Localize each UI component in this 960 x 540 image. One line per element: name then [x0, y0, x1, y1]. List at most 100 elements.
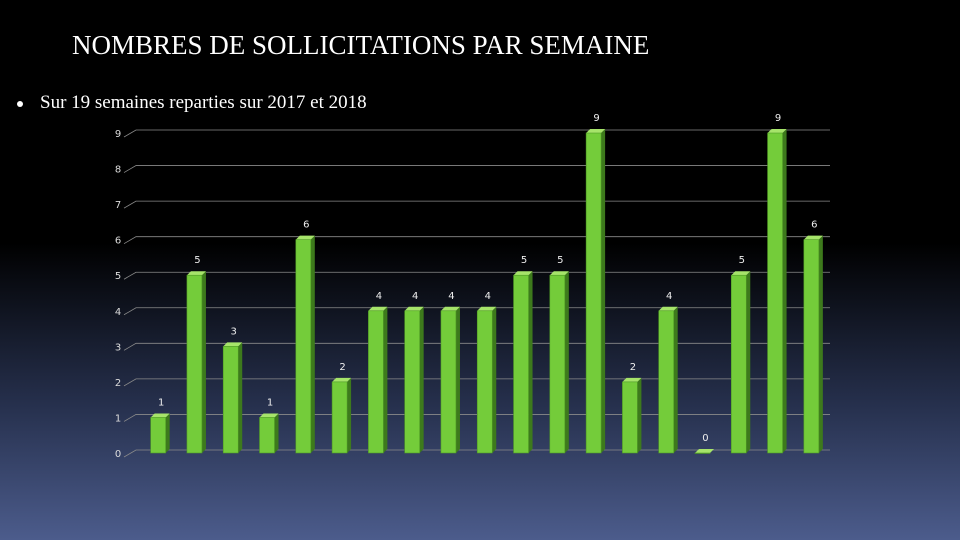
data-label: 3	[231, 326, 237, 337]
bar-top	[513, 271, 533, 276]
bar-side	[165, 413, 170, 453]
bar-front	[767, 132, 783, 454]
data-label: 6	[303, 220, 309, 231]
bar-side	[782, 129, 787, 453]
data-label: 6	[811, 220, 817, 231]
bar-side	[601, 129, 606, 453]
bar-top	[767, 129, 787, 133]
bar-top	[694, 449, 714, 453]
bar	[295, 235, 315, 454]
y-tick-label: 4	[115, 307, 121, 318]
data-label: 1	[158, 397, 164, 408]
bar-side	[746, 271, 751, 453]
data-label: 2	[339, 362, 345, 373]
bar-front	[694, 452, 711, 454]
bar-top	[549, 271, 569, 276]
bar-top	[622, 377, 642, 382]
data-label: 9	[775, 113, 781, 124]
y-tick-label: 5	[115, 271, 121, 282]
bar-top	[658, 306, 678, 311]
data-label: 9	[593, 113, 599, 124]
grid-line	[123, 165, 830, 173]
data-label: 5	[739, 255, 745, 266]
y-tick-label: 2	[115, 378, 121, 389]
y-tick-label: 6	[115, 236, 121, 247]
bar-side	[274, 413, 279, 453]
bar	[730, 271, 751, 454]
bar-front	[440, 310, 457, 454]
y-tick-label: 1	[115, 413, 121, 424]
bar-top	[477, 306, 497, 311]
y-tick-label: 7	[115, 200, 121, 211]
slide-title: NOMBRES DE SOLLICITATIONS PAR SEMAINE	[72, 30, 649, 60]
bar-side	[201, 271, 206, 453]
bar	[368, 306, 388, 454]
bar	[622, 377, 642, 454]
bar	[404, 306, 424, 454]
y-tick-label: 9	[115, 129, 121, 140]
bar-side	[492, 306, 497, 453]
data-label: 4	[376, 291, 382, 302]
grid-line	[123, 271, 830, 280]
bar-front	[186, 274, 203, 454]
data-label: 1	[267, 397, 273, 408]
bar-top	[332, 377, 352, 382]
data-label: 5	[194, 255, 200, 266]
bar-top	[186, 271, 206, 276]
bar-front	[368, 310, 384, 454]
bar-front	[331, 381, 348, 454]
grid-line	[123, 236, 830, 245]
bar	[259, 413, 279, 454]
bar	[694, 449, 714, 454]
bar-front	[585, 132, 602, 454]
bar-side	[419, 306, 424, 453]
data-label: 5	[557, 255, 563, 266]
bar-front	[295, 239, 312, 454]
data-label: 5	[521, 255, 527, 266]
y-tick-label: 3	[115, 342, 121, 353]
bar	[549, 271, 569, 454]
bullet-text: Sur 19 semaines reparties sur 2017 et 20…	[40, 92, 367, 113]
bar-side	[238, 342, 243, 453]
bar-side	[310, 235, 315, 453]
data-label: 0	[702, 433, 708, 444]
y-tick-label: 8	[115, 165, 121, 176]
bar	[331, 377, 352, 454]
bar-front	[513, 274, 529, 454]
bar-top	[150, 413, 170, 418]
bar-side	[564, 271, 569, 453]
data-label: 4	[412, 291, 418, 302]
grid-line	[123, 200, 830, 209]
bar-front	[622, 381, 638, 454]
bar-top	[368, 306, 388, 311]
bar-side	[818, 235, 823, 453]
data-label: 4	[485, 291, 491, 302]
bar-top	[223, 342, 243, 347]
bar-front	[150, 417, 166, 454]
bar-front	[803, 239, 820, 454]
bar-side	[383, 306, 388, 453]
bar	[658, 306, 678, 454]
bar-side	[347, 377, 352, 453]
bar-front	[404, 310, 420, 454]
bullet	[17, 101, 23, 107]
bar-side	[455, 306, 460, 453]
bar-side	[673, 306, 678, 453]
bar	[222, 342, 243, 454]
data-label: 2	[630, 362, 636, 373]
bar	[186, 271, 206, 454]
bar-front	[476, 310, 493, 454]
bar	[476, 306, 497, 454]
bar-top	[731, 271, 751, 276]
bar-top	[295, 235, 315, 240]
bar-front	[222, 346, 239, 454]
y-tick-label: 0	[115, 449, 121, 460]
bar-top	[440, 306, 460, 311]
bar-front	[549, 274, 566, 454]
bar	[767, 129, 787, 454]
data-label: 4	[448, 291, 454, 302]
bar-front	[259, 417, 275, 454]
grid-line	[123, 129, 830, 138]
bar-front	[658, 310, 674, 454]
